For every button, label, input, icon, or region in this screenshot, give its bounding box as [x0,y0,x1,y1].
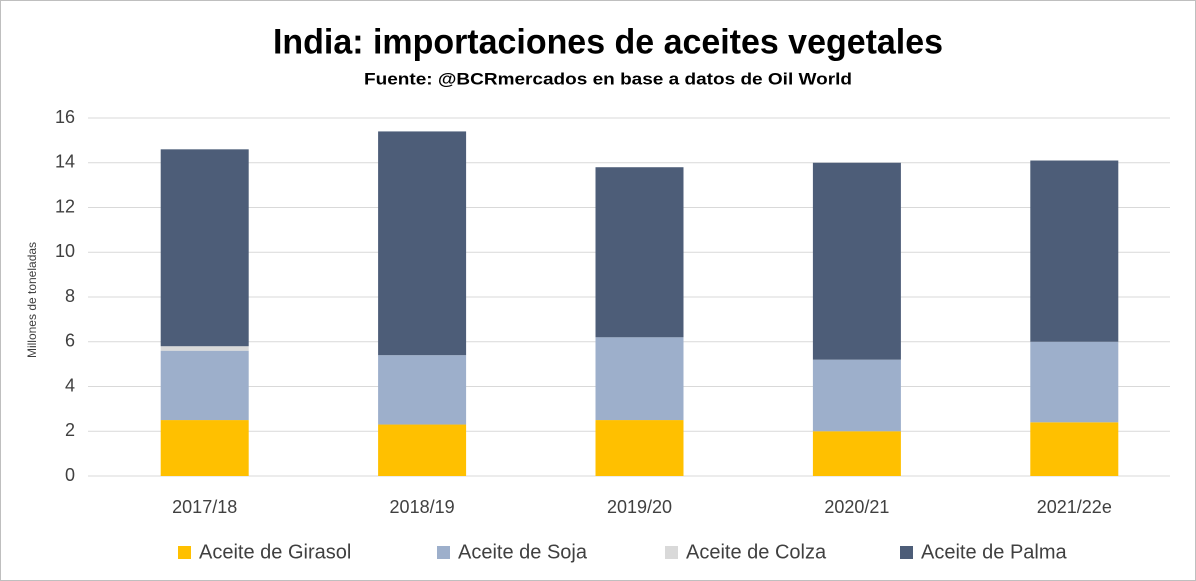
y-tick-label: 12 [55,196,75,216]
bar-segment [160,346,249,351]
y-tick-label: 0 [65,465,75,485]
legend-label: Aceite de Soja [458,541,588,563]
bar-segment [595,167,684,338]
legend-label: Aceite de Girasol [199,541,351,563]
bar-segment [812,162,901,360]
bar-segment [595,337,684,421]
y-tick-label: 6 [65,331,75,351]
legend-swatch [900,546,913,559]
legend-swatch [665,546,678,559]
bar-segment [160,420,249,476]
bar-segment [378,355,467,425]
bar-segment [160,149,249,347]
bar-segment [595,420,684,476]
chart-title: India: importaciones de aceites vegetale… [273,22,943,61]
bar-segment [378,131,467,356]
x-tick-label: 2020/21 [824,497,889,517]
x-tick-label: 2018/19 [390,497,455,517]
x-tick-label: 2019/20 [607,497,672,517]
bar-segment [1030,341,1119,423]
chart-subtitle: Fuente: @BCRmercados en base a datos de … [364,69,852,88]
x-tick-label: 2017/18 [172,497,237,517]
y-tick-label: 2 [65,420,75,440]
x-tick-label: 2021/22e [1037,497,1112,517]
y-tick-label: 8 [65,286,75,306]
bar-segment [378,424,467,476]
bar-segment [812,431,901,476]
y-tick-label: 10 [55,241,75,261]
y-tick-label: 14 [55,152,75,172]
bar-segment [812,359,901,432]
legend-label: Aceite de Palma [921,541,1068,563]
legend-swatch [178,546,191,559]
legend-label: Aceite de Colza [686,541,827,563]
legend-swatch [437,546,450,559]
bar-segment [1030,160,1119,342]
bar-segment [160,350,249,421]
bar-segment [1030,422,1119,476]
y-tick-label: 4 [65,375,75,395]
y-tick-label: 16 [55,107,75,127]
y-axis-label: Millones de toneladas [25,242,39,358]
